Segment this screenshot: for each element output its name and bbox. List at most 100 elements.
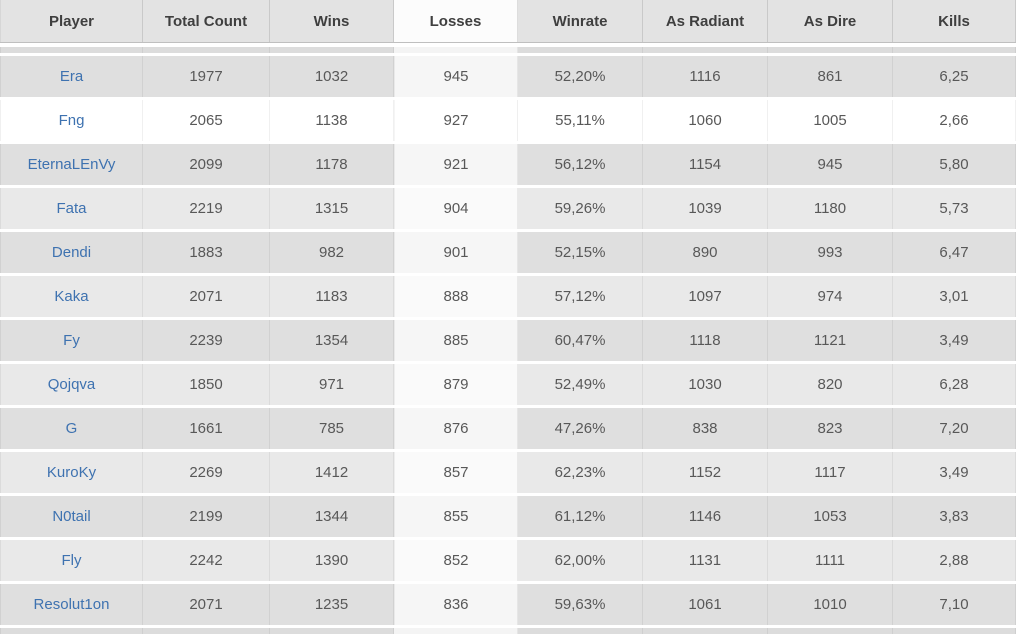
stat-cell: 47,26% xyxy=(518,408,643,449)
column-header-as-radiant[interactable]: As Radiant xyxy=(643,0,768,42)
stat-cell: 1850 xyxy=(143,364,270,405)
player-link[interactable]: Fy xyxy=(0,320,143,361)
stat-cell: 1354 xyxy=(270,320,394,361)
stat-cell: 2,66 xyxy=(893,100,1016,141)
stat-cell: 62,23% xyxy=(518,452,643,493)
stat-cell: 5,73 xyxy=(893,188,1016,229)
stat-cell: 901 xyxy=(394,232,518,273)
stat-cell: 3,01 xyxy=(893,276,1016,317)
stat-cell: 2065 xyxy=(143,100,270,141)
player-link[interactable]: Qojqva xyxy=(0,364,143,405)
stat-cell: 945 xyxy=(394,56,518,97)
stat-cell: 3,49 xyxy=(893,452,1016,493)
table-row: Fly 2242 1390 852 62,00% 1131 1111 2,88 xyxy=(0,540,1016,581)
column-header-winrate[interactable]: Winrate xyxy=(518,0,643,42)
stat-cell: 836 xyxy=(394,584,518,625)
player-link[interactable]: KuroKy xyxy=(0,452,143,493)
table-row: Resolut1on 2071 1235 836 59,63% 1061 1010 7,10 xyxy=(0,584,1016,625)
stat-cell: 1178 xyxy=(270,144,394,185)
stat-cell: 7,20 xyxy=(893,408,1016,449)
stat-cell: 974 xyxy=(768,276,893,317)
player-link[interactable]: Resolut1on xyxy=(0,584,143,625)
stat-cell: 2269 xyxy=(143,452,270,493)
player-link[interactable]: Fata xyxy=(0,188,143,229)
stat-cell: 59,63% xyxy=(518,584,643,625)
stat-cell: 2071 xyxy=(143,276,270,317)
stat-cell: 888 xyxy=(394,276,518,317)
stat-cell: 52,49% xyxy=(518,364,643,405)
column-header-wins[interactable]: Wins xyxy=(270,0,394,42)
table-row: Dendi 1883 982 901 52,15% 890 993 6,47 xyxy=(0,232,1016,273)
stat-cell: 1121 xyxy=(768,320,893,361)
player-link[interactable]: N0tail xyxy=(0,496,143,537)
table-row: Fy 2239 1354 885 60,47% 1118 1121 3,49 xyxy=(0,320,1016,361)
stat-cell: 876 xyxy=(394,408,518,449)
stat-cell: 1097 xyxy=(643,276,768,317)
table-row: EternaLEnVy 2099 1178 921 56,12% 1154 945 5,80 xyxy=(0,144,1016,185)
stat-cell: 1154 xyxy=(643,144,768,185)
stat-cell: 1977 xyxy=(143,56,270,97)
stat-cell: 1390 xyxy=(270,540,394,581)
column-header-losses[interactable]: Losses xyxy=(394,0,518,42)
table-body: Era 1977 1032 945 52,20% 1116 861 6,25 Fng 2065 11… xyxy=(0,56,1022,625)
stat-cell: 838 xyxy=(643,408,768,449)
partial-row-bottom xyxy=(0,628,1016,634)
stat-cell: 1010 xyxy=(768,584,893,625)
stat-cell: 1138 xyxy=(270,100,394,141)
stat-cell: 7,10 xyxy=(893,584,1016,625)
stat-cell: 2239 xyxy=(143,320,270,361)
stat-cell: 3,83 xyxy=(893,496,1016,537)
stat-cell: 1180 xyxy=(768,188,893,229)
stat-cell: 3,49 xyxy=(893,320,1016,361)
stat-cell: 52,15% xyxy=(518,232,643,273)
stat-cell: 820 xyxy=(768,364,893,405)
column-header-as-dire[interactable]: As Dire xyxy=(768,0,893,42)
table-row: Era 1977 1032 945 52,20% 1116 861 6,25 xyxy=(0,56,1016,97)
player-link[interactable]: Fly xyxy=(0,540,143,581)
stat-cell: 1146 xyxy=(643,496,768,537)
stat-cell: 993 xyxy=(768,232,893,273)
stat-cell: 1183 xyxy=(270,276,394,317)
stat-cell: 1118 xyxy=(643,320,768,361)
stat-cell: 1111 xyxy=(768,540,893,581)
player-link[interactable]: Kaka xyxy=(0,276,143,317)
stat-cell: 855 xyxy=(394,496,518,537)
stat-cell: 921 xyxy=(394,144,518,185)
column-header-total-count[interactable]: Total Count xyxy=(143,0,270,42)
stat-cell: 59,26% xyxy=(518,188,643,229)
player-link[interactable]: G xyxy=(0,408,143,449)
stat-cell: 6,47 xyxy=(893,232,1016,273)
stat-cell: 1131 xyxy=(643,540,768,581)
stat-cell: 6,28 xyxy=(893,364,1016,405)
stat-cell: 852 xyxy=(394,540,518,581)
stat-cell: 1005 xyxy=(768,100,893,141)
player-link[interactable]: Fng xyxy=(0,100,143,141)
stat-cell: 823 xyxy=(768,408,893,449)
player-link[interactable]: Dendi xyxy=(0,232,143,273)
partial-row-top xyxy=(0,47,1016,53)
stat-cell: 62,00% xyxy=(518,540,643,581)
stat-cell: 982 xyxy=(270,232,394,273)
stat-cell: 60,47% xyxy=(518,320,643,361)
stat-cell: 927 xyxy=(394,100,518,141)
stat-cell: 879 xyxy=(394,364,518,405)
stat-cell: 971 xyxy=(270,364,394,405)
column-header-player[interactable]: Player xyxy=(0,0,143,42)
stat-cell: 1117 xyxy=(768,452,893,493)
stat-cell: 1883 xyxy=(143,232,270,273)
stat-cell: 861 xyxy=(768,56,893,97)
stat-cell: 55,11% xyxy=(518,100,643,141)
stat-cell: 1039 xyxy=(643,188,768,229)
stat-cell: 1152 xyxy=(643,452,768,493)
table-row: Fata 2219 1315 904 59,26% 1039 1180 5,73 xyxy=(0,188,1016,229)
stat-cell: 857 xyxy=(394,452,518,493)
player-link[interactable]: EternaLEnVy xyxy=(0,144,143,185)
table-row: Fng 2065 1138 927 55,11% 1060 1005 2,66 xyxy=(0,100,1016,141)
stat-cell: 945 xyxy=(768,144,893,185)
player-link[interactable]: Era xyxy=(0,56,143,97)
stat-cell: 57,12% xyxy=(518,276,643,317)
table-row: Qojqva 1850 971 879 52,49% 1030 820 6,28 xyxy=(0,364,1016,405)
column-header-kills[interactable]: Kills xyxy=(893,0,1016,42)
stat-cell: 785 xyxy=(270,408,394,449)
